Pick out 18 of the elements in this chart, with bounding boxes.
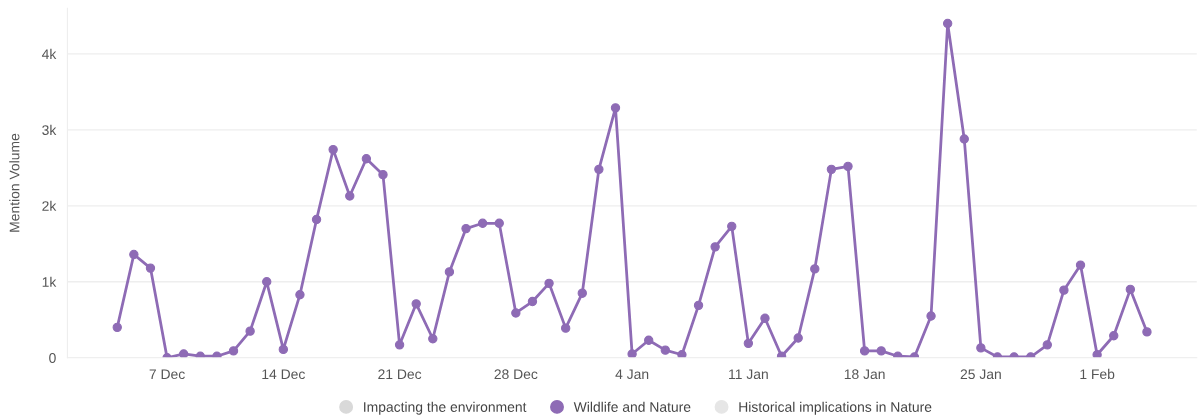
x-tick-label: 1 Feb — [1080, 368, 1115, 380]
y-tick-label: 1k — [42, 276, 57, 287]
x-tick-label: 28 Dec — [494, 369, 538, 380]
y-tick-label: 3k — [42, 124, 57, 136]
x-tick-label: 21 Dec — [378, 369, 422, 380]
x-tick-label: 7 Dec — [149, 369, 185, 380]
legend-label: Impacting the environment — [364, 401, 527, 415]
legend-label: Wildlife and Nature — [573, 401, 691, 412]
y-tick-label: 2k — [42, 200, 57, 211]
x-tick-label: 4 Jan — [615, 369, 649, 380]
y-axis-title: Mention Volume — [9, 133, 20, 232]
x-tick-label: 14 Dec — [262, 369, 305, 380]
legend-label: Historical implications in Nature — [739, 401, 932, 415]
x-tick-label: 11 Jan — [729, 369, 768, 380]
y-tick-label: 4k — [41, 48, 57, 59]
x-tick-label: 25 Jan — [960, 369, 1001, 380]
y-tick-label: 0 — [49, 353, 56, 363]
x-tick-label: 18 Jan — [844, 369, 885, 380]
